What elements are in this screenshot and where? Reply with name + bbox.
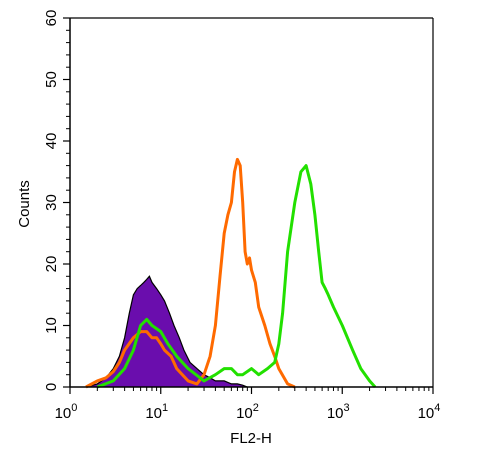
y-axis-title: Counts (16, 180, 33, 228)
axes-layer (63, 17, 434, 394)
y-tick-label: 10 (43, 317, 60, 334)
y-tick-label: 40 (43, 133, 60, 150)
x-tick-label: 101 (145, 402, 168, 422)
x-tick-label: 103 (327, 402, 350, 422)
y-tick-label: 20 (43, 256, 60, 273)
series-2-line (96, 164, 377, 389)
x-tick-label: 102 (236, 402, 259, 422)
series-0-outline (85, 275, 248, 388)
series-layer (85, 157, 377, 389)
x-axis-title: FL2-H (230, 430, 272, 447)
x-tick-label: 104 (418, 402, 441, 422)
labels-layer: 0 10 20 30 40 50 60 100 101 102 103 104 (43, 10, 440, 422)
series-1-line (85, 157, 296, 389)
x-tick-label: 100 (55, 402, 78, 422)
y-tick-label: 60 (43, 10, 60, 27)
series-0-fill (86, 276, 248, 387)
y-tick-label: 30 (43, 194, 60, 211)
y-tick-label: 50 (43, 71, 60, 88)
y-tick-label: 0 (43, 383, 60, 391)
